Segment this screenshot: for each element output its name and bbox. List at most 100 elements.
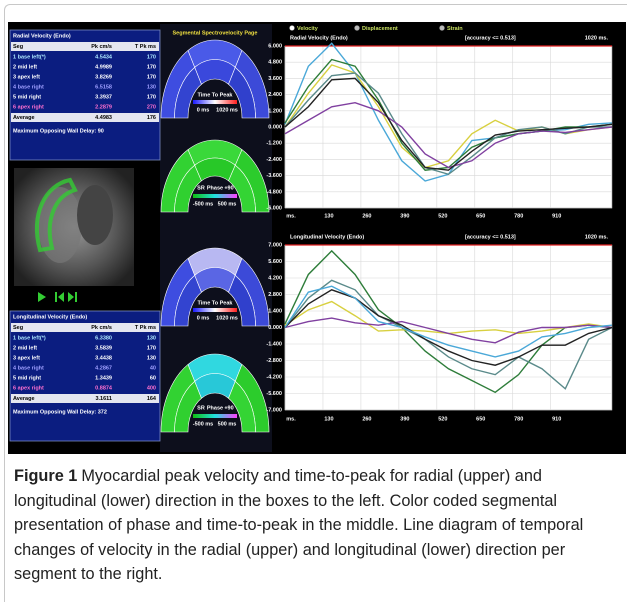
dial-max-label: 1020 ms: [216, 107, 238, 113]
y-tick-label: -3.600: [266, 173, 282, 179]
table-cell: 2 mid left: [13, 345, 37, 351]
column-header: Pk cm/s: [91, 44, 112, 50]
dial-label: Phase: [207, 185, 223, 191]
y-tick-label: 2.800: [268, 292, 282, 298]
table-cell: 1 base left(*): [13, 54, 46, 60]
table-title: Longitudinal Velocity (Endo): [13, 314, 87, 320]
radio-label: Displacement: [362, 26, 398, 32]
dial-min-label: -500 ms: [193, 201, 214, 207]
table-cell: 5 mid right: [13, 375, 41, 381]
dial-title: Time To Peak: [198, 300, 234, 306]
y-tick-label: 0.000: [268, 325, 282, 331]
table-cell: 4 base right: [13, 84, 44, 90]
table-cell: 1 base left(*): [13, 335, 46, 341]
x-tick-label: 650: [476, 416, 485, 422]
y-tick-label: 2.400: [268, 92, 282, 98]
dial-min-label: 0 ms: [197, 315, 210, 321]
x-tick-label: ms.: [286, 213, 296, 219]
echo-structure: [77, 185, 113, 245]
y-tick-label: -2.400: [266, 157, 282, 163]
table-cell: 170: [147, 74, 156, 80]
radio-button: [440, 26, 445, 31]
radio-button: [355, 26, 360, 31]
y-tick-label: 5.600: [268, 259, 282, 265]
table-cell: 4.9989: [95, 64, 112, 70]
table-cell: 1.3439: [95, 375, 112, 381]
chart-note: [accuracy <= 0.513]: [465, 35, 516, 41]
table-cell: 400: [147, 385, 156, 391]
y-tick-label: -4.800: [266, 189, 282, 195]
column-header: T Pk ms: [135, 44, 156, 50]
x-tick-label: 780: [514, 416, 523, 422]
table-cell: 270: [147, 104, 156, 110]
table-cell: 2.2879: [95, 104, 112, 110]
table-cell: 6 apex right: [13, 104, 44, 110]
y-tick-label: -1.400: [266, 341, 282, 347]
table-cell: 6.5158: [95, 84, 112, 90]
y-tick-label: 6.000: [268, 43, 282, 49]
table-cell: 3.3937: [95, 94, 112, 100]
chart-title: Radial Velocity (Endo): [290, 35, 348, 41]
y-tick-label: -2.800: [266, 358, 282, 364]
table-cell: 130: [147, 84, 156, 90]
y-tick-label: -6.000: [266, 205, 282, 211]
step-button[interactable]: [55, 292, 57, 302]
table-footer: Maximum Opposing Wall Delay: 90: [13, 128, 104, 134]
table-cell: 3.5839: [95, 345, 112, 351]
table-footer: Maximum Opposing Wall Delay: 372: [13, 409, 107, 415]
table-cell: 170: [147, 54, 156, 60]
dial-max-label: 1020 ms: [216, 315, 238, 321]
table-cell: 170: [147, 64, 156, 70]
table-cell: 170: [147, 345, 156, 351]
page: Segmental Spectrovelocity Page Velocity D…: [0, 0, 633, 605]
figure-label: Figure 1: [14, 467, 77, 485]
table-cell: 130: [147, 355, 156, 361]
x-tick-label: 130: [324, 213, 333, 219]
x-tick-label: 390: [400, 416, 409, 422]
y-tick-label: -4.200: [266, 374, 282, 380]
dial-max-label: 500 ms: [218, 201, 237, 207]
x-tick-label: 520: [438, 416, 447, 422]
dial-label: SR: [197, 185, 205, 191]
table-cell: 3.8269: [95, 74, 112, 80]
dial-colorbar: [193, 100, 237, 104]
radio-button: [290, 26, 295, 31]
table-cell: 4.2867: [95, 365, 112, 371]
table-cell: 170: [147, 94, 156, 100]
column-header: Seg: [13, 44, 23, 50]
dial-label: Phase: [207, 405, 223, 411]
screenshot: Segmental Spectrovelocity Page Velocity D…: [0, 0, 633, 458]
table-cell: 4.5434: [95, 54, 113, 60]
average-cell: 176: [147, 115, 156, 121]
y-tick-label: 1.400: [268, 308, 282, 314]
dial-max-label: 500 ms: [218, 421, 237, 427]
step-button[interactable]: [75, 292, 77, 302]
x-tick-label: 910: [552, 416, 561, 422]
column-header: Pk cm/s: [91, 325, 112, 331]
y-tick-label: 1.200: [268, 108, 282, 114]
radio-label: Velocity: [297, 26, 319, 32]
x-tick-label: 130: [324, 416, 333, 422]
page-title: Segmental Spectrovelocity Page: [173, 30, 258, 36]
average-cell: Average: [13, 115, 35, 121]
average-cell: 3.1611: [95, 396, 112, 402]
y-tick-label: -5.600: [266, 391, 282, 397]
dial-label: +90: [224, 185, 233, 191]
table-cell: 6.3380: [95, 335, 112, 341]
table-cell: 3 apex left: [13, 74, 40, 80]
x-tick-label: 520: [438, 213, 447, 219]
dial-min-label: 0 ms: [197, 107, 210, 113]
chart-title: Longitudinal Velocity (Endo): [290, 234, 364, 240]
table-cell: 3.4438: [95, 355, 112, 361]
y-tick-label: -7.000: [266, 407, 282, 413]
cycle-label: 1020 ms.: [585, 35, 609, 41]
table-cell: 0.8874: [95, 385, 113, 391]
dial-colorbar: [193, 308, 237, 312]
y-tick-label: -1.200: [266, 141, 282, 147]
x-tick-label: 390: [400, 213, 409, 219]
dial-label: SR: [197, 405, 205, 411]
y-tick-label: 3.600: [268, 76, 282, 82]
y-tick-label: 0.000: [268, 124, 282, 130]
average-cell: 4.4983: [95, 115, 112, 121]
